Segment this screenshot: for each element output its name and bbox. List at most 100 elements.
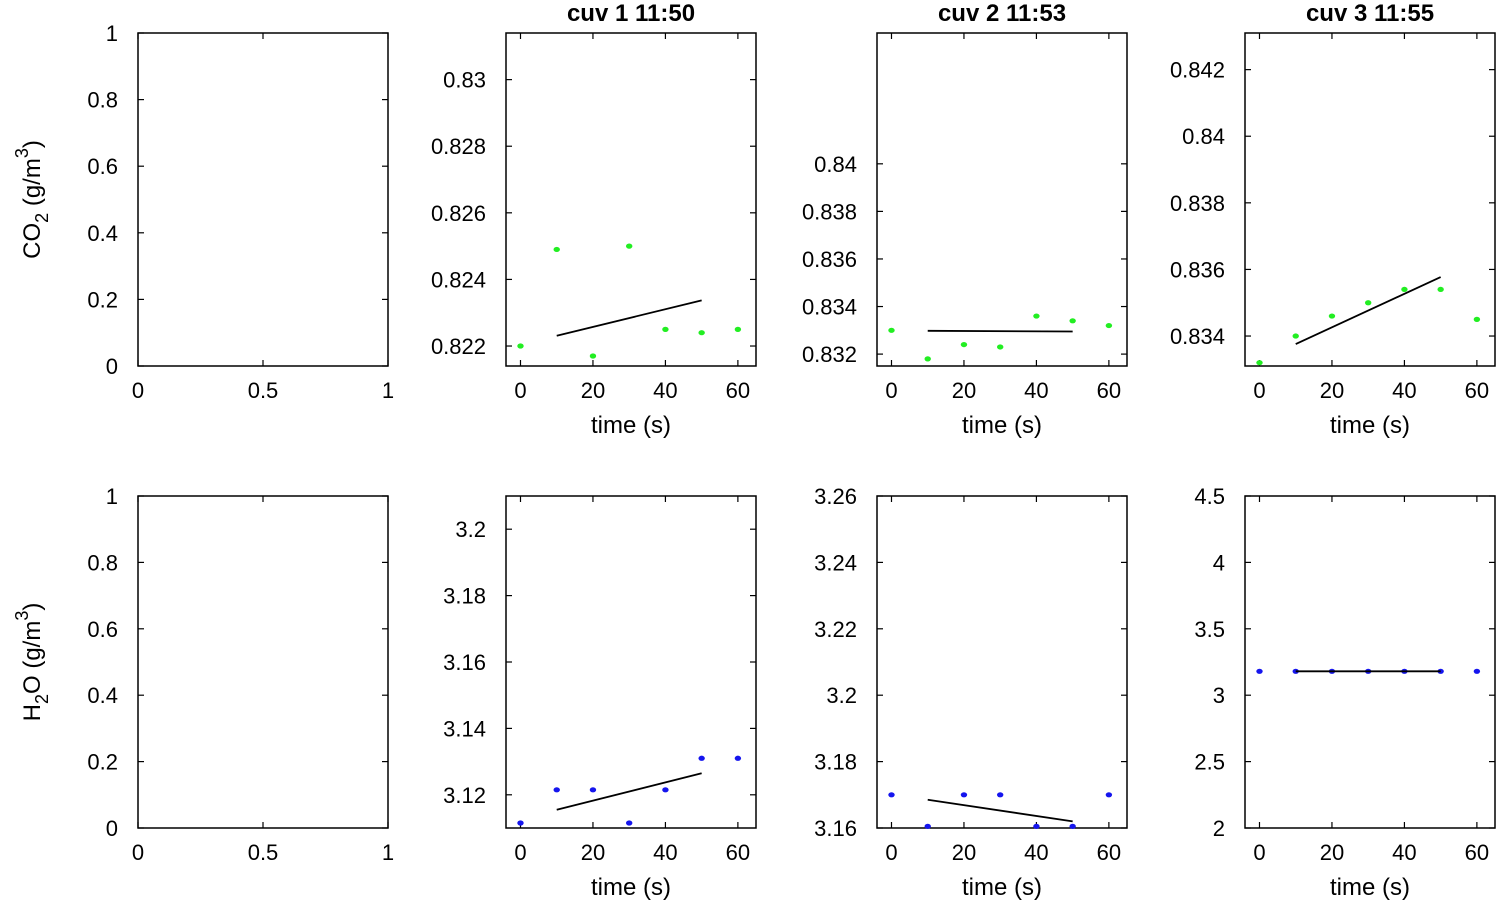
fit-line xyxy=(927,329,1073,333)
y-axis-label-unit: O (g/m xyxy=(19,621,46,694)
data-point xyxy=(1105,322,1113,329)
data-point xyxy=(1256,360,1263,366)
y-tick-label: 0.838 xyxy=(802,199,857,224)
x-tick-label: 0.5 xyxy=(248,378,279,403)
y-tick-label: 0.828 xyxy=(431,134,486,159)
y-tick-label: 1 xyxy=(106,21,118,46)
chart-title: cuv 3 11:55 xyxy=(1306,0,1434,27)
y-axis-label-main: H xyxy=(19,704,46,721)
data-point xyxy=(1292,333,1299,339)
data-point xyxy=(698,330,705,336)
data-point xyxy=(1437,286,1444,293)
chart-title: cuv 2 11:53 xyxy=(938,0,1066,27)
y-tick-label: 0.834 xyxy=(802,295,857,320)
data-point xyxy=(517,820,524,826)
axes-box xyxy=(1244,32,1496,367)
x-tick-label: 1 xyxy=(382,840,394,865)
x-tick-label: 1 xyxy=(382,378,394,403)
x-tick-label: 20 xyxy=(952,840,976,865)
chart-title: cuv 1 11:50 xyxy=(567,0,695,27)
data-point xyxy=(1033,823,1040,829)
data-point xyxy=(553,246,560,253)
data-point xyxy=(698,755,705,761)
y-tick-label: 0.2 xyxy=(87,750,118,775)
x-tick-label: 60 xyxy=(1465,840,1489,865)
x-tick-label: 0 xyxy=(514,840,526,865)
chart-panel-co2-cuv3: 0 20 40 60 0.834 0.836 0.838 0.84 0.842 cuv 3 11:… xyxy=(1170,0,1496,439)
y-axis-label-unit-close: ) xyxy=(19,140,46,148)
chart-panel-h2o-cuv1: 0 20 40 60 3.12 3.14 3.16 3.18 3.2 time (s) xyxy=(443,495,757,900)
x-tick-label: 60 xyxy=(1465,378,1489,403)
x-tick-label: 0 xyxy=(885,840,897,865)
x-tick-label: 40 xyxy=(653,378,677,403)
data-point xyxy=(589,353,597,359)
y-tick-label: 0.834 xyxy=(1170,324,1225,349)
data-point xyxy=(734,326,742,332)
y-axis-label: H2O (g/m3) xyxy=(12,603,52,722)
x-tick-label: 0 xyxy=(132,378,144,403)
x-tick-label: 20 xyxy=(581,840,605,865)
x-tick-label: 0 xyxy=(1253,840,1265,865)
x-tick-label: 60 xyxy=(1097,840,1121,865)
y-tick-label: 3.16 xyxy=(443,650,486,675)
y-axis-label-unit: (g/m xyxy=(19,158,46,213)
y-axis-label-main: CO xyxy=(19,223,46,259)
x-axis-label: time (s) xyxy=(1330,412,1410,439)
x-tick-label: 40 xyxy=(1392,378,1416,403)
x-axis-label: time (s) xyxy=(962,874,1042,900)
y-tick-label: 0.836 xyxy=(1170,257,1225,282)
data-point xyxy=(1473,668,1481,674)
y-tick-label: 3.24 xyxy=(814,550,857,575)
y-tick-label: 0.4 xyxy=(87,221,118,246)
axes-box xyxy=(137,495,389,829)
data-point xyxy=(517,343,524,349)
y-tick-label: 3.26 xyxy=(814,484,857,509)
y-tick-label: 0.4 xyxy=(87,683,118,708)
data-point xyxy=(996,792,1004,798)
y-tick-label: 2.5 xyxy=(1194,750,1225,775)
y-tick-label: 3.2 xyxy=(455,517,486,542)
y-axis-label-superscript: 3 xyxy=(12,611,32,621)
x-tick-label: 40 xyxy=(1392,840,1416,865)
data-point xyxy=(625,820,633,826)
data-point xyxy=(1105,792,1113,798)
y-tick-label: 0.836 xyxy=(802,247,857,272)
y-tick-label: 0.83 xyxy=(443,68,486,93)
data-point xyxy=(589,787,597,793)
y-tick-label: 0.84 xyxy=(814,152,857,177)
chart-panel-co2-empty: 0 0.5 1 0 0.2 0.4 0.6 0.8 1 CO2 (g/m3) xyxy=(12,21,394,403)
y-tick-label: 0.826 xyxy=(431,201,486,226)
x-tick-label: 0 xyxy=(514,378,526,403)
chart-panel-h2o-cuv3: 0 20 40 60 2 2.5 3 3.5 4 4.5 time (s) xyxy=(1194,484,1496,900)
x-tick-label: 60 xyxy=(1097,378,1121,403)
data-point xyxy=(1069,318,1076,324)
y-tick-label: 0.842 xyxy=(1170,58,1225,83)
y-tick-label: 0.832 xyxy=(802,342,857,367)
y-tick-label: 2 xyxy=(1213,816,1225,841)
data-point xyxy=(1256,668,1263,674)
data-point xyxy=(553,787,560,793)
y-tick-label: 4.5 xyxy=(1194,484,1225,509)
y-tick-label: 0.822 xyxy=(431,334,486,359)
axes-box xyxy=(876,495,1128,829)
y-tick-label: 0.6 xyxy=(87,154,118,179)
data-point xyxy=(1473,316,1481,322)
data-point xyxy=(1069,823,1076,829)
chart-panel-h2o-cuv2: 0 20 40 60 3.16 3.18 3.2 3.22 3.24 3.26 time (s) xyxy=(814,484,1128,900)
x-tick-label: 0 xyxy=(132,840,144,865)
data-point xyxy=(996,344,1004,350)
data-point xyxy=(1401,286,1408,293)
x-axis-label: time (s) xyxy=(962,412,1042,439)
y-tick-label: 4 xyxy=(1213,550,1225,575)
y-tick-label: 0.8 xyxy=(87,550,118,575)
y-tick-label: 0.6 xyxy=(87,617,118,642)
x-tick-label: 0 xyxy=(1253,378,1265,403)
data-point xyxy=(662,326,669,332)
fit-line xyxy=(927,798,1073,823)
y-tick-label: 0.824 xyxy=(431,267,486,292)
data-point xyxy=(960,341,968,348)
data-point xyxy=(734,755,742,761)
axes-box xyxy=(1244,495,1496,829)
data-point xyxy=(662,787,669,793)
